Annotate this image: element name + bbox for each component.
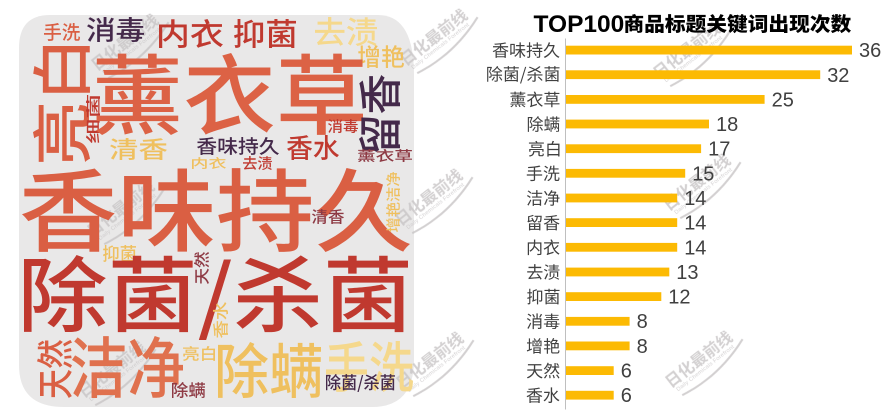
svg-text:6: 6 [621, 361, 632, 383]
svg-text:12: 12 [668, 287, 690, 309]
svg-text:36: 36 [859, 40, 881, 62]
svg-text:13: 13 [676, 262, 698, 284]
svg-text:17: 17 [708, 139, 730, 161]
svg-text:8: 8 [637, 336, 648, 358]
svg-text:25: 25 [772, 89, 794, 111]
svg-text:14: 14 [684, 237, 706, 259]
svg-text:15: 15 [692, 163, 714, 185]
svg-text:14: 14 [684, 213, 706, 235]
svg-text:TOP100: TOP100 [534, 11, 625, 38]
svg-text:6: 6 [621, 385, 632, 407]
svg-text:18: 18 [716, 114, 738, 136]
svg-text:14: 14 [684, 188, 706, 210]
svg-text:8: 8 [637, 311, 648, 333]
svg-text:32: 32 [827, 65, 849, 87]
